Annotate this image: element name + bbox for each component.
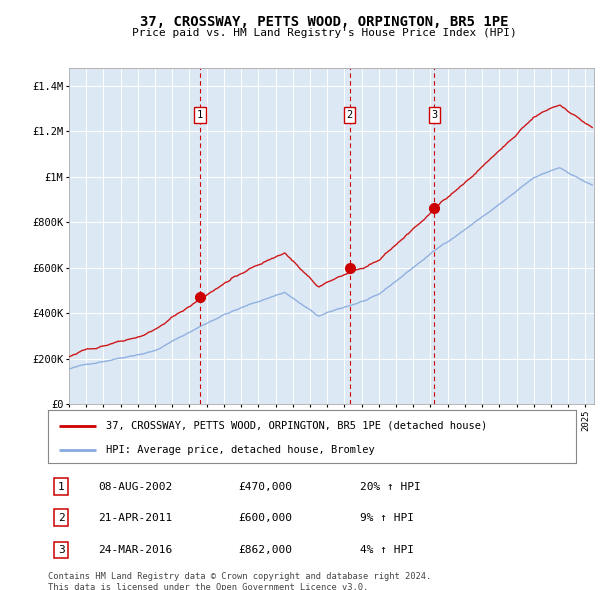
Text: 2: 2 xyxy=(58,513,65,523)
Text: Price paid vs. HM Land Registry's House Price Index (HPI): Price paid vs. HM Land Registry's House … xyxy=(131,28,517,38)
Text: 4% ↑ HPI: 4% ↑ HPI xyxy=(359,545,413,555)
Text: 1: 1 xyxy=(197,110,203,120)
Text: 08-AUG-2002: 08-AUG-2002 xyxy=(98,481,172,491)
Text: 2: 2 xyxy=(346,110,353,120)
Text: Contains HM Land Registry data © Crown copyright and database right 2024.
This d: Contains HM Land Registry data © Crown c… xyxy=(48,572,431,590)
Text: HPI: Average price, detached house, Bromley: HPI: Average price, detached house, Brom… xyxy=(106,445,375,455)
Text: 37, CROSSWAY, PETTS WOOD, ORPINGTON, BR5 1PE: 37, CROSSWAY, PETTS WOOD, ORPINGTON, BR5… xyxy=(140,15,508,29)
Text: £470,000: £470,000 xyxy=(238,481,292,491)
Text: 3: 3 xyxy=(58,545,65,555)
Text: 24-MAR-2016: 24-MAR-2016 xyxy=(98,545,172,555)
Text: 9% ↑ HPI: 9% ↑ HPI xyxy=(359,513,413,523)
Text: 1: 1 xyxy=(58,481,65,491)
Text: 21-APR-2011: 21-APR-2011 xyxy=(98,513,172,523)
Text: £862,000: £862,000 xyxy=(238,545,292,555)
Text: 3: 3 xyxy=(431,110,437,120)
Text: £600,000: £600,000 xyxy=(238,513,292,523)
Text: 20% ↑ HPI: 20% ↑ HPI xyxy=(359,481,420,491)
Text: 37, CROSSWAY, PETTS WOOD, ORPINGTON, BR5 1PE (detached house): 37, CROSSWAY, PETTS WOOD, ORPINGTON, BR5… xyxy=(106,421,487,431)
